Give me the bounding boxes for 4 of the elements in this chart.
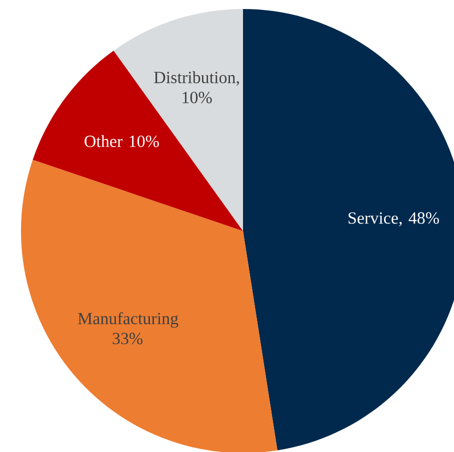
slice-label: Other 10%: [84, 135, 159, 148]
slice-label: Manufacturing 33%: [78, 312, 178, 344]
slice-label: Distribution, 10%: [154, 71, 239, 104]
slice-label: Service, 48%: [348, 212, 439, 226]
